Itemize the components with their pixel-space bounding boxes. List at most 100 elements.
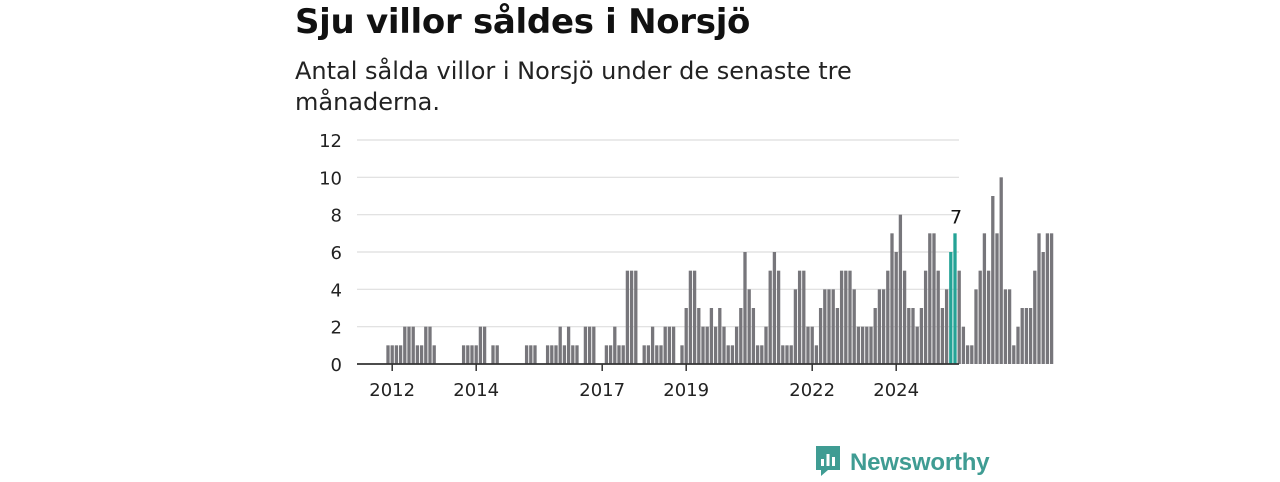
- bar: [424, 326, 428, 364]
- y-tick-label: 12: [319, 131, 342, 152]
- bar: [491, 345, 495, 364]
- brand-name: Newsworthy: [850, 449, 990, 476]
- bar: [928, 233, 932, 364]
- bar: [873, 308, 877, 364]
- bar: [755, 345, 760, 364]
- x-tick-label: 2017: [579, 380, 625, 401]
- bar: [1041, 252, 1045, 364]
- bar: [1033, 270, 1037, 364]
- bar: [739, 308, 743, 364]
- x-tick-label: 2014: [453, 380, 499, 401]
- bar: [558, 326, 562, 364]
- bar: [613, 326, 617, 364]
- bar: [957, 270, 961, 364]
- bar: [881, 289, 886, 364]
- bar: [789, 345, 793, 364]
- bar: [667, 326, 672, 364]
- bar: [869, 326, 873, 364]
- bar: [768, 270, 772, 364]
- bar: [1045, 233, 1050, 364]
- y-tick-label: 2: [331, 318, 342, 339]
- bar: [751, 308, 756, 364]
- bar: [944, 289, 949, 364]
- bar: [629, 270, 634, 364]
- bar: [785, 345, 789, 364]
- bar: [978, 270, 982, 364]
- bar: [592, 326, 596, 364]
- bar: [461, 345, 466, 364]
- bar: [709, 308, 714, 364]
- y-tick-label: 8: [331, 206, 342, 227]
- bar: [394, 345, 399, 364]
- bar: [545, 345, 550, 364]
- bar: [403, 326, 407, 364]
- bar: [793, 289, 798, 364]
- bar: [747, 289, 751, 364]
- bar: [844, 270, 848, 364]
- bar: [474, 345, 478, 364]
- bar: [571, 345, 575, 364]
- bar: [730, 345, 735, 364]
- bar: [734, 326, 739, 364]
- bar: [894, 252, 898, 364]
- bar: [1007, 289, 1012, 364]
- bar: [919, 308, 924, 364]
- bar: [671, 326, 676, 364]
- bar: [806, 326, 810, 364]
- bar: [726, 345, 730, 364]
- x-tick-label: 2012: [369, 380, 415, 401]
- bar: [604, 345, 609, 364]
- bar: [495, 345, 499, 364]
- bar: [411, 326, 415, 364]
- bar: [823, 289, 827, 364]
- bar: [852, 289, 856, 364]
- bar: [684, 308, 688, 364]
- bar: [848, 270, 852, 364]
- bar: [923, 270, 928, 364]
- x-axis: 2012 2014 2017 2019 2022 2024: [357, 363, 959, 401]
- bar: [827, 289, 831, 364]
- bar: [986, 270, 991, 364]
- bar: [482, 326, 487, 364]
- bar: [659, 345, 663, 364]
- bar: [781, 345, 785, 364]
- bar: [428, 326, 432, 364]
- y-tick-label: 0: [331, 355, 342, 376]
- bar: [642, 345, 646, 364]
- bar: [1003, 289, 1008, 364]
- bar: [554, 345, 558, 364]
- bar: [617, 345, 621, 364]
- bars: [386, 177, 1054, 364]
- bar: [692, 270, 697, 364]
- bar: [680, 345, 684, 364]
- bar: [718, 308, 722, 364]
- bar: [419, 345, 424, 364]
- bar: [915, 326, 919, 364]
- bar: [902, 270, 907, 364]
- bar: [1037, 233, 1041, 364]
- bar: [965, 345, 970, 364]
- bar: [818, 308, 823, 364]
- bar: [566, 326, 571, 364]
- x-tick-label: 2022: [789, 380, 835, 401]
- bar: [524, 345, 529, 364]
- bar: [911, 308, 915, 364]
- y-tick-label: 10: [319, 168, 342, 189]
- x-tick-label: 2019: [663, 380, 709, 401]
- bar: [634, 270, 638, 364]
- bar: [663, 326, 667, 364]
- chart-title: Sju villor såldes i Norsjö: [295, 2, 751, 42]
- y-tick-label: 4: [331, 280, 342, 301]
- bar: [562, 345, 567, 364]
- bar: [701, 326, 705, 364]
- bar: [865, 326, 869, 364]
- y-tick-label: 6: [331, 243, 342, 264]
- newsworthy-logo-icon: [814, 444, 842, 482]
- bar: [970, 345, 974, 364]
- bar: [713, 326, 718, 364]
- bar: [1012, 345, 1016, 364]
- bar: [432, 345, 436, 364]
- bar: [907, 308, 911, 364]
- brand-logo: Newsworthy: [814, 444, 990, 482]
